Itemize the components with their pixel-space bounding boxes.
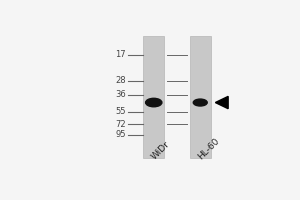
Text: 28: 28 (115, 76, 126, 85)
Bar (143, 36, 164, 158)
Bar (190, 36, 211, 158)
Ellipse shape (146, 98, 162, 107)
Text: 36: 36 (115, 90, 126, 99)
Text: 72: 72 (115, 120, 126, 129)
Text: HL-60: HL-60 (196, 136, 221, 161)
Ellipse shape (193, 99, 207, 106)
Polygon shape (215, 96, 228, 109)
Text: 95: 95 (115, 130, 126, 139)
Text: 55: 55 (115, 107, 126, 116)
Text: 17: 17 (115, 50, 126, 59)
Text: WiDr: WiDr (150, 139, 172, 161)
